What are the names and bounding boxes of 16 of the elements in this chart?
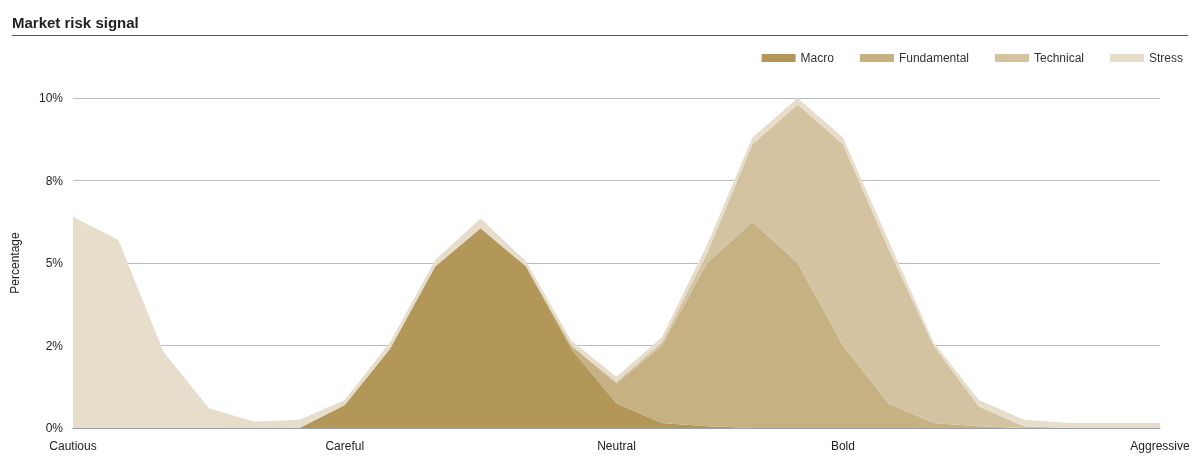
x-tick-label: Aggressive: [1130, 439, 1190, 453]
legend-label: Macro: [800, 51, 835, 65]
y-tick-label: 10%: [38, 91, 64, 105]
x-tick-label: Bold: [830, 439, 855, 453]
legend-label: Stress: [1148, 51, 1184, 65]
legend-label: Technical: [1033, 51, 1084, 65]
x-tick-label: Careful: [325, 439, 365, 453]
y-tick-label: 0%: [45, 421, 64, 435]
y-tick-label: 2%: [45, 338, 64, 353]
x-tick-label: Cautious: [49, 439, 97, 453]
legend-label: Fundamental: [898, 51, 969, 65]
x-tick-label: Neutral: [597, 439, 636, 453]
chart-title: Market risk signal: [12, 14, 1188, 36]
y-tick-label: 5%: [45, 256, 64, 270]
y-axis-title: Percentage: [8, 231, 22, 294]
y-tick-label: 8%: [45, 173, 64, 188]
